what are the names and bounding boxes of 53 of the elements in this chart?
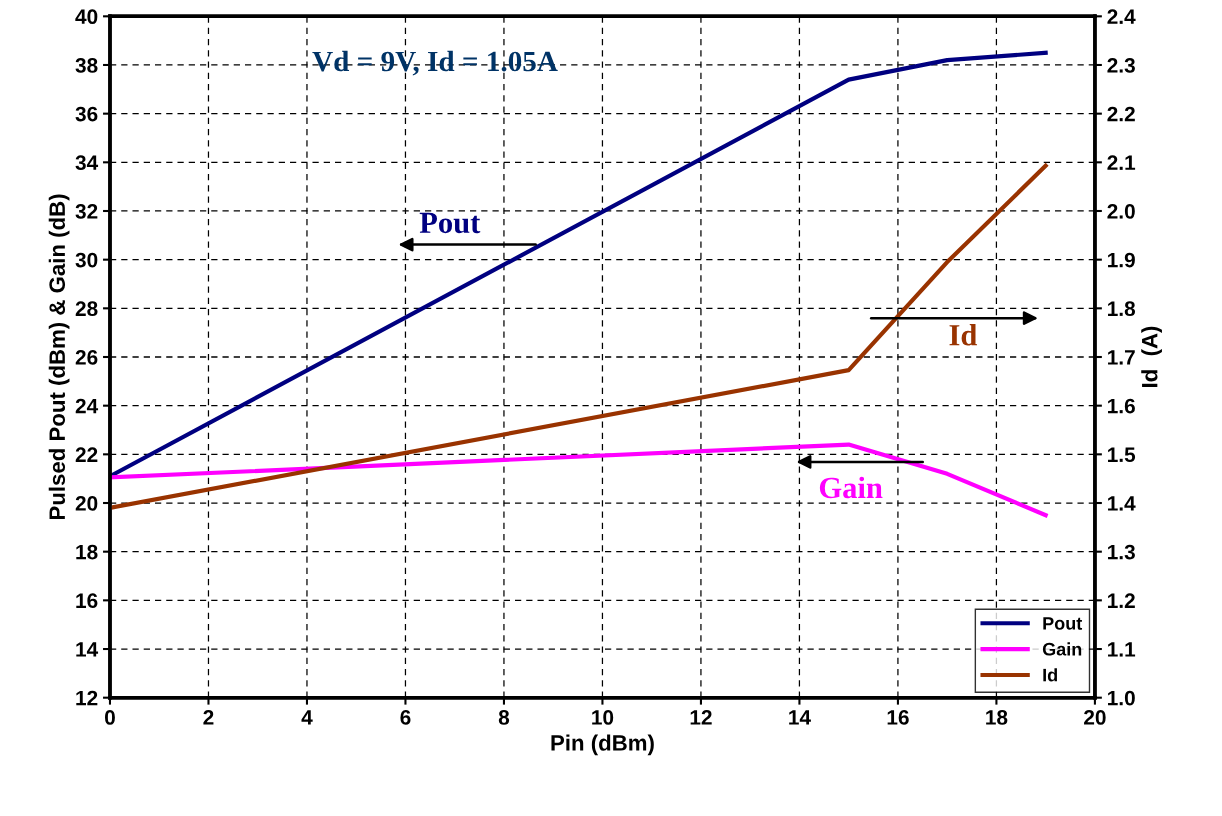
y2-tick-label: 2.2	[1107, 106, 1135, 122]
y2-tick-label: 2.3	[1107, 57, 1135, 73]
y-tick-label: 24	[75, 398, 99, 414]
annotation: Vd = 9V, Id = 1.05A	[312, 50, 558, 76]
y2-tick-label: 1.8	[1108, 301, 1136, 317]
x-tick-label: 8	[498, 710, 510, 725]
y2-tick-label: 1.0	[1108, 690, 1135, 706]
y-tick-label: 16	[76, 593, 98, 609]
y2-axis-title: Id (A)	[1141, 326, 1162, 387]
y2-tick-label: 1.1	[1108, 642, 1136, 657]
line-series	[109, 442, 1048, 518]
x-tick-label: 18	[986, 710, 1008, 725]
y2-tick-label: 1.6	[1108, 398, 1135, 414]
y-tick-label: 40	[75, 9, 98, 25]
y2-tick-label: 2.1	[1107, 155, 1136, 170]
y-tick-label: 32	[75, 204, 98, 219]
y-tick-label: 26	[75, 350, 98, 365]
y-tick-label: 38	[75, 57, 98, 73]
x-tick-label: 2	[203, 710, 214, 725]
y-tick-label: 30	[75, 252, 98, 268]
annotation: Gain	[819, 476, 883, 499]
y2-tick-label: 2.4	[1107, 9, 1136, 24]
y-tick-label: 22	[75, 447, 98, 462]
y-tick-label: 36	[75, 106, 98, 122]
y2-tick-label: 1.7	[1108, 350, 1135, 365]
x-tick-label: 16	[887, 710, 909, 725]
x-tick-label: 10	[592, 710, 614, 725]
y2-tick-label: 1.4	[1108, 496, 1136, 511]
y-tick-label: 12	[76, 690, 98, 706]
x-tick-label: 6	[400, 710, 411, 725]
line-series	[109, 163, 1048, 510]
y2-tick-label: 1.9	[1108, 252, 1135, 268]
y2-tick-label: 2.0	[1107, 204, 1135, 219]
legend-label: Pout	[1043, 617, 1083, 630]
y-tick-label: 20	[75, 496, 98, 511]
y-tick-label: 34	[75, 155, 99, 171]
x-tick-label: 4	[301, 710, 313, 725]
y-tick-label: 18	[76, 544, 98, 560]
legend-label: Gain	[1042, 642, 1082, 656]
annotation: Id	[949, 324, 978, 346]
y2-tick-label: 1.2	[1108, 593, 1135, 608]
x-tick-label: 14	[789, 710, 811, 725]
x-tick-label: 0	[105, 710, 115, 725]
y2-tick-label: 1.3	[1108, 544, 1135, 560]
y-tick-label: 28	[75, 301, 98, 317]
y-axis-title: Pulsed Pout (dBm) & Gain (dB)	[48, 194, 70, 520]
x-tick-label: 12	[690, 710, 712, 725]
annotation: Pout	[419, 212, 481, 234]
x-axis-title: Pin (dBm)	[551, 734, 654, 756]
legend-label: Id	[1043, 668, 1057, 682]
y2-tick-label: 1.5	[1108, 447, 1136, 463]
x-tick-label: 20	[1084, 710, 1106, 725]
y-tick-label: 14	[76, 642, 99, 657]
